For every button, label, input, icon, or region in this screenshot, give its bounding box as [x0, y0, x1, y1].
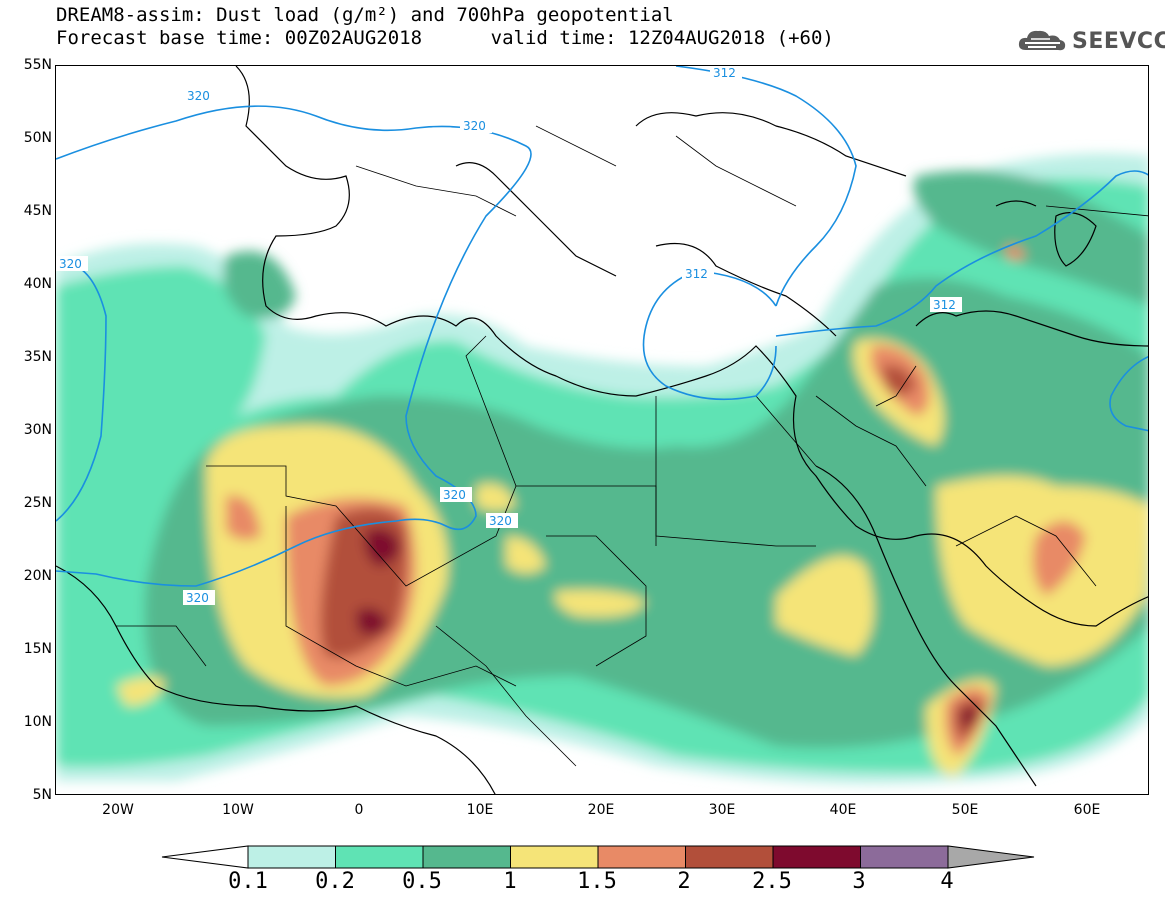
- coastlines: [56, 66, 1148, 794]
- latitude-label: 45N: [23, 203, 52, 219]
- colorbar-segment: [772, 845, 861, 869]
- colorbar-segment: [860, 845, 949, 869]
- dust-load-field: [56, 153, 1148, 784]
- map-area[interactable]: 320 320 320 320 320 320 312 312 312: [55, 65, 1149, 795]
- geopotential-contours: [56, 66, 1148, 587]
- contour-label-boxes: 320 320 320 320 320 320 312 312 312: [56, 66, 962, 605]
- contour-label: 320: [463, 119, 486, 133]
- colorbar-segment: [685, 845, 774, 869]
- dust-load-map: 320 320 320 320 320 320 312 312 312: [56, 66, 1148, 794]
- contour-label: 320: [489, 514, 512, 528]
- map-title: DREAM8-assim: Dust load (g/m²) and 700hP…: [56, 4, 674, 26]
- colorbar-label: 2: [677, 869, 691, 894]
- cloud-logo-icon: [1018, 30, 1066, 51]
- latitude-label: 10N: [23, 714, 52, 730]
- latitude-label: 15N: [23, 641, 52, 657]
- longitude-label: 20E: [587, 802, 615, 818]
- colorbar-segment: [335, 845, 424, 869]
- longitude-label: 50E: [951, 802, 979, 818]
- colorbar-over-triangle: [947, 845, 1035, 869]
- latitude-label: 20N: [23, 568, 52, 584]
- longitude-label: 0: [354, 802, 364, 818]
- colorbar: [161, 845, 1035, 869]
- contour-label: 320: [187, 89, 210, 103]
- longitude-label: 40E: [829, 802, 857, 818]
- longitude-label: 60E: [1073, 802, 1101, 818]
- contour-label: 312: [933, 298, 956, 312]
- colorbar-label: 2.5: [752, 869, 792, 894]
- longitude-label: 30E: [708, 802, 736, 818]
- contour-label: 312: [713, 66, 736, 80]
- latitude-label: 55N: [23, 57, 52, 73]
- colorbar-label: 0.1: [228, 869, 268, 894]
- colorbar-segment: [510, 845, 599, 869]
- longitude-label: 10E: [466, 802, 494, 818]
- colorbar-segment: [247, 845, 336, 869]
- colorbar-label: 4: [940, 869, 954, 894]
- latitude-label: 30N: [23, 422, 52, 438]
- seevccc-logo: SEEVCCC: [1016, 24, 1165, 58]
- colorbar-label: 1.5: [577, 869, 617, 894]
- contour-label: 312: [685, 267, 708, 281]
- latitude-label: 35N: [23, 349, 52, 365]
- colorbar-label: 1: [503, 869, 517, 894]
- contour-label: 320: [59, 257, 82, 271]
- dust-level-2.5: [364, 528, 401, 566]
- contour-label: 320: [443, 488, 466, 502]
- colorbar-label: 0.5: [402, 869, 442, 894]
- colorbar-segment: [422, 845, 511, 869]
- colorbar-label: 0.2: [315, 869, 355, 894]
- latitude-label: 25N: [23, 495, 52, 511]
- contour-label: 320: [186, 591, 209, 605]
- logo-text: SEEVCCC: [1072, 28, 1165, 54]
- longitude-label: 20W: [102, 802, 134, 818]
- latitude-label: 40N: [23, 276, 52, 292]
- latitude-label: 50N: [23, 130, 52, 146]
- forecast-time-line: Forecast base time: 00Z02AUG2018 valid t…: [56, 27, 834, 49]
- longitude-label: 10W: [222, 802, 254, 818]
- colorbar-segment: [597, 845, 686, 869]
- latitude-label: 5N: [32, 787, 52, 803]
- colorbar-label: 3: [852, 869, 866, 894]
- colorbar-under-triangle: [161, 845, 249, 869]
